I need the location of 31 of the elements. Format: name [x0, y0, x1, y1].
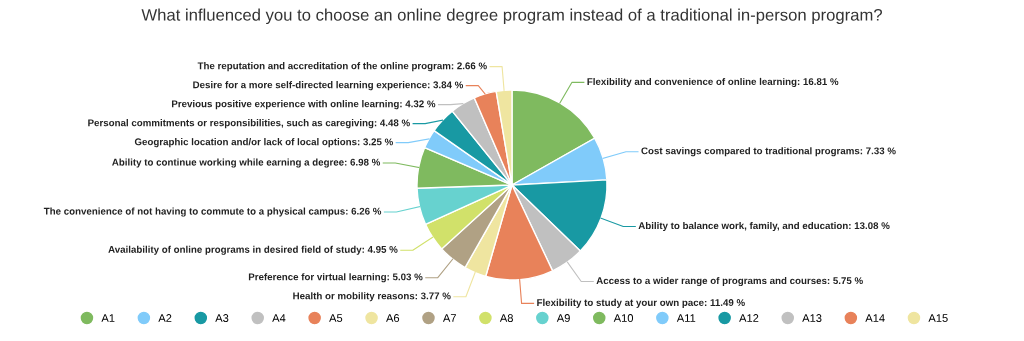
legend-label: A11 [676, 314, 696, 322]
data-label: Access to a wider range of programs and courses: 5.75 % [596, 276, 863, 287]
chart-title: What influenced you to choose an online degree program instead of a traditional in-person program? [141, 8, 883, 25]
legend-label: A14 [865, 314, 885, 322]
data-label: Ability to balance work, family, and education: 13.08 % [638, 221, 890, 232]
data-label: Health or mobility reasons: 3.77 % [293, 292, 451, 302]
legend-label: A2 [158, 314, 172, 322]
data-label: The convenience of not having to commute to a physical campus: 6.26 % [43, 207, 382, 217]
data-label: Preference for virtual learning: 5.03 % [248, 273, 423, 283]
legend-label: A1 [101, 314, 115, 322]
data-label: Previous positive experience with online learning: 4.32 % [171, 100, 436, 110]
legend-label: A6 [386, 314, 400, 322]
legend-label: A4 [272, 314, 286, 322]
data-label: Desire for a more self-directed learning experience: 3.84 % [193, 81, 464, 91]
data-label: Availability of online programs in desired field of study: 4.95 % [108, 245, 398, 255]
legend-label: A3 [215, 314, 229, 322]
data-label: Flexibility to study at your own pace: 11.49 % [537, 298, 745, 308]
data-label: Ability to continue working while earning a degree: 6.98 % [112, 158, 381, 168]
data-label: Cost savings compared to traditional programs: 7.33 % [641, 147, 896, 157]
legend-label: A10 [613, 314, 634, 322]
legend-label: A15 [928, 314, 948, 322]
data-label: Geographic location and/or lack of local options: 3.25 % [134, 138, 393, 148]
legend-label: A13 [802, 314, 822, 322]
legend-label: A12 [739, 314, 759, 322]
data-label: Flexibility and convenience of online learning: 16.81 % [587, 77, 839, 87]
data-label: The reputation and accreditation of the online program: 2.66 % [197, 62, 487, 72]
legend-label: A9 [556, 314, 570, 322]
legend-label: A5 [329, 314, 343, 322]
legend-label: A8 [499, 314, 513, 322]
data-label: Personal commitments or responsibilities, such as caregiving: 4.48 % [88, 119, 410, 129]
legend-label: A7 [442, 314, 456, 322]
